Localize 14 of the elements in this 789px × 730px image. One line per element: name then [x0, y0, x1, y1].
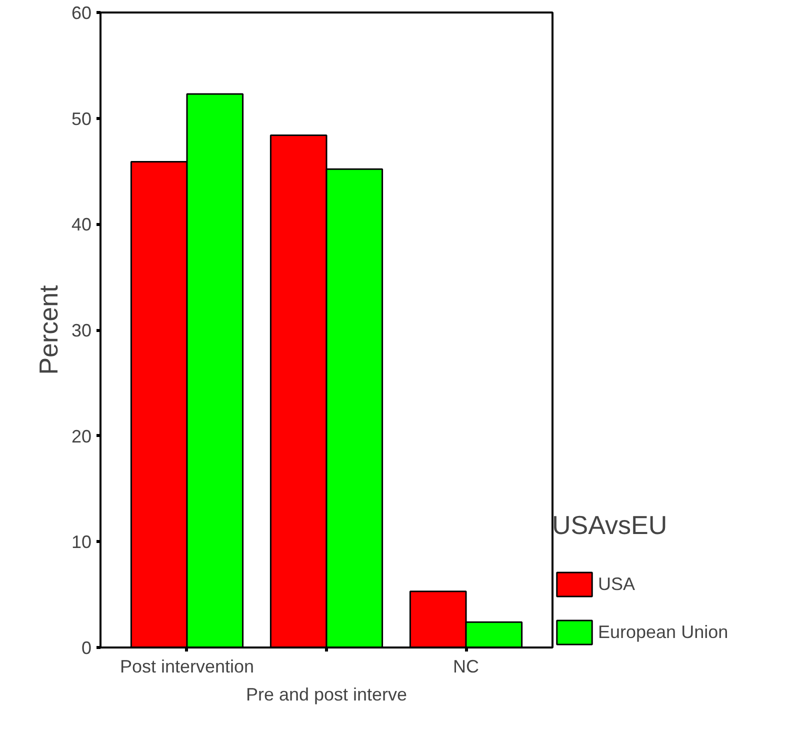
y-tick-label: 30: [71, 320, 92, 340]
legend-title: USAvsEU: [552, 510, 668, 541]
y-tick-label: 60: [71, 3, 92, 23]
y-tick-label: 50: [71, 108, 92, 129]
x-tick-label: Post intervention: [120, 656, 254, 676]
x-axis-title: Pre and post interve: [246, 684, 408, 704]
y-axis-title: Percent: [33, 284, 64, 375]
legend-label: European Union: [598, 622, 728, 642]
y-tick-label: 20: [71, 426, 92, 446]
y-tick-label: 40: [71, 214, 92, 235]
legend-label: USA: [598, 574, 636, 594]
x-tick-label: NC: [453, 656, 480, 676]
y-tick-label: 0: [81, 638, 92, 658]
y-tick-label: 10: [71, 532, 92, 552]
